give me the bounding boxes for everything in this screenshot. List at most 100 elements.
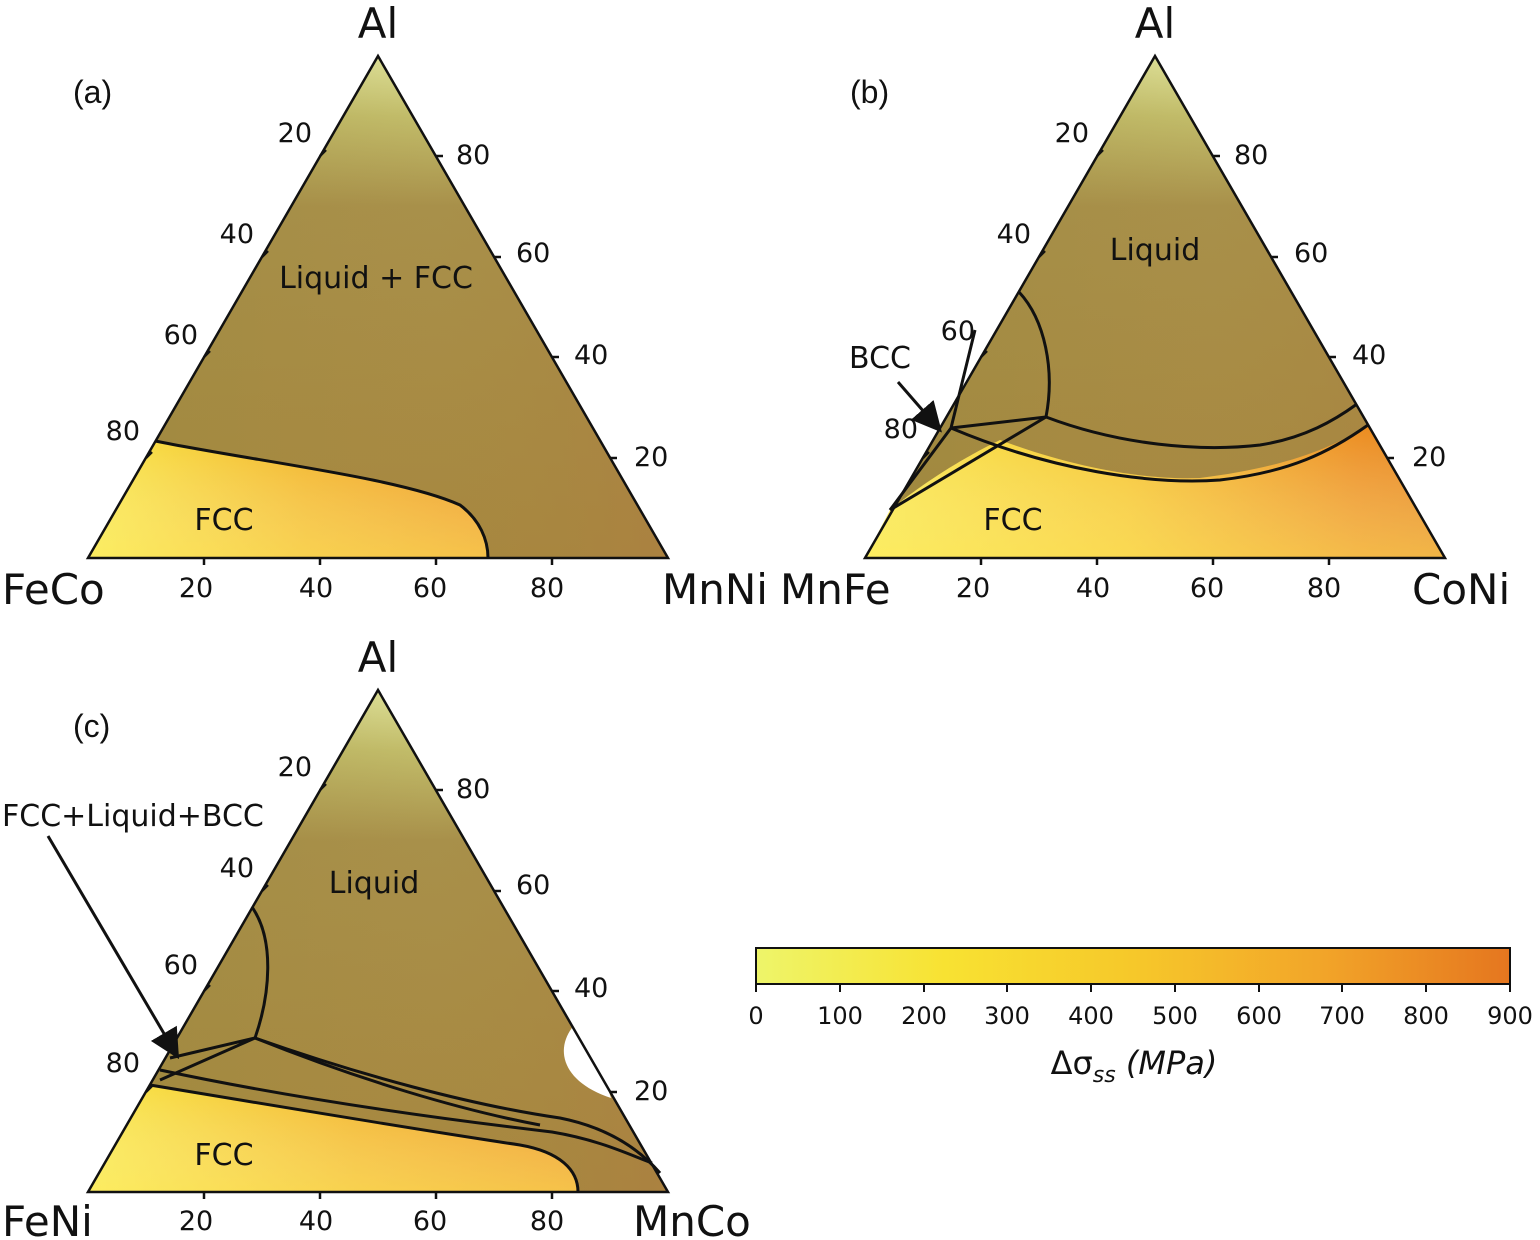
panel-c-label: (c) <box>73 708 110 744</box>
colorbar-tick: 900 <box>1487 1002 1533 1030</box>
colorbar-label: Δσss (MPa) <box>1051 1044 1218 1088</box>
panel-c-bottom-tick: 80 <box>530 1206 564 1237</box>
colorbar-label-main: Δσ <box>1051 1044 1093 1082</box>
panel-b-left-tick: 20 <box>1055 118 1089 149</box>
panel-b-fcc-glow <box>865 425 1445 558</box>
panel-c: (c) Al FeNi MnCo 20 40 60 80 80 60 40 20… <box>2 633 751 1240</box>
panel-b-boundary-bcc-right <box>889 415 1047 512</box>
panel-c-left-tick: 20 <box>278 752 312 783</box>
panel-b-vertex-top: Al <box>1135 0 1175 48</box>
panel-b-region-liquid: Liquid <box>1110 233 1200 268</box>
panel-a-triangle-edge <box>85 53 671 560</box>
panel-c-region-fcc: FCC <box>194 1138 253 1173</box>
panel-b-right-tick: 60 <box>1294 238 1328 269</box>
panel-b-boundary-bcc-left <box>888 329 977 511</box>
panel-b-bottom-tick: 40 <box>1076 573 1110 604</box>
panel-a-vertex-top: Al <box>358 0 398 48</box>
panel-c-region-liquid: Liquid <box>329 866 419 901</box>
panel-b-label: (b) <box>850 74 889 110</box>
panel-b: (b) Al MnFe CoNi 20 40 60 80 80 60 40 20… <box>780 0 1510 614</box>
colorbar-tick: 500 <box>1152 1002 1198 1030</box>
panel-c-mixed-arrow <box>46 835 180 1060</box>
panel-c-bottom-tick: 20 <box>179 1206 213 1237</box>
panel-a-boundary <box>154 439 490 559</box>
panel-c-right-tick: 40 <box>574 973 608 1004</box>
panel-c-boundary-fcc <box>149 1083 580 1193</box>
panel-b-left-tick: 40 <box>997 219 1031 250</box>
panel-c-vertex-top: Al <box>358 633 398 682</box>
colorbar-tick: 0 <box>748 1002 763 1030</box>
panel-a-right-tick: 60 <box>516 238 550 269</box>
panel-c-region-mixed: FCC+Liquid+BCC <box>2 799 264 834</box>
panel-b-boundary-tie <box>950 415 1047 430</box>
panel-c-right-tick: 60 <box>516 870 550 901</box>
colorbar-tick: 300 <box>984 1002 1030 1030</box>
colorbar-tick: 800 <box>1403 1002 1449 1030</box>
panel-c-left-tick: 60 <box>164 950 198 981</box>
panel-b-left-tick: 80 <box>884 414 918 445</box>
panel-b-boundary-inner <box>1045 402 1358 449</box>
panel-a-left-tick: 60 <box>164 320 198 351</box>
panel-a-region-fcc: FCC <box>194 503 253 538</box>
panel-b-right-tick: 40 <box>1352 340 1386 371</box>
panel-c-boundary-mid <box>254 1036 541 1127</box>
panel-b-triangle-edge <box>862 53 1448 560</box>
panel-c-triangle-edge <box>85 687 671 1194</box>
panel-a-vertex-left: FeCo <box>2 565 105 614</box>
panel-b-right-tick: 20 <box>1412 442 1446 473</box>
panel-c-boundary-arc <box>250 906 270 1039</box>
panel-b-triangle-tint <box>865 56 1445 558</box>
panel-c-boundary-upper <box>254 1036 662 1174</box>
colorbar-gradient <box>755 947 1511 985</box>
panel-c-bottom-tick: 40 <box>299 1206 333 1237</box>
panel-a-right-tick: 20 <box>634 442 668 473</box>
panel-c-boundary-tie <box>159 1036 256 1082</box>
panel-c-vertex-left: FeNi <box>2 1197 93 1240</box>
panel-a-bottom-tick: 60 <box>413 573 447 604</box>
panel-c-boundary-long <box>159 1068 653 1165</box>
panel-a-region-liquid-fcc: Liquid + FCC <box>279 261 473 296</box>
panel-b-vertex-right: CoNi <box>1412 565 1510 614</box>
panel-a-bottom-tick: 40 <box>299 573 333 604</box>
colorbar-tick: 700 <box>1319 1002 1365 1030</box>
panel-b-boundary-arc <box>1017 290 1051 418</box>
colorbar-tick: 600 <box>1236 1002 1282 1030</box>
panel-b-bottom-tick: 80 <box>1307 573 1341 604</box>
panel-a-right-tick: 40 <box>574 340 608 371</box>
panel-b-boundary-outer <box>950 423 1369 483</box>
panel-b-left-tick: 60 <box>941 316 975 347</box>
panel-a: (a) Al FeCo MnNi 20 40 60 80 80 60 40 20… <box>2 0 768 614</box>
panel-a-bottom-tick: 20 <box>179 573 213 604</box>
panel-b-bottom-tick: 60 <box>1190 573 1224 604</box>
panel-a-fcc-glow <box>88 441 488 558</box>
panel-a-left-tick: 80 <box>106 416 140 447</box>
panel-a-right-tick: 80 <box>456 140 490 171</box>
panel-a-label: (a) <box>73 74 112 110</box>
colorbar-label-sub: ss <box>1093 1063 1116 1088</box>
panel-a-triangle-tint <box>88 56 668 558</box>
panel-b-tick-marks <box>922 149 1394 565</box>
panel-c-tick-marks <box>145 783 617 1199</box>
panel-b-region-bcc: BCC <box>849 341 911 376</box>
colorbar-tick: 100 <box>817 1002 863 1030</box>
panel-c-vertex-right: MnCo <box>633 1197 751 1240</box>
panel-c-bottom-tick: 60 <box>413 1206 447 1237</box>
colorbar-tick: 200 <box>901 1002 947 1030</box>
panel-c-right-tick: 80 <box>456 774 490 805</box>
colorbar-tick-marks <box>755 984 1511 992</box>
panel-c-left-tick: 40 <box>220 853 254 884</box>
panel-b-right-tick: 80 <box>1234 140 1268 171</box>
colorbar: 0 100 200 300 400 500 600 700 800 900 Δσ… <box>748 947 1533 1088</box>
panel-a-left-tick: 40 <box>220 219 254 250</box>
panel-c-left-tick: 80 <box>106 1048 140 1079</box>
panel-b-bottom-tick: 20 <box>956 573 990 604</box>
panel-a-tick-marks <box>145 149 617 565</box>
colorbar-label-unit: (MPa) <box>1116 1044 1218 1082</box>
panel-b-bcc-arrow <box>896 381 942 433</box>
panel-c-right-tick: 20 <box>634 1076 668 1107</box>
colorbar-tick: 400 <box>1068 1002 1114 1030</box>
panel-c-white-gap <box>563 1016 611 1098</box>
panel-a-bottom-tick: 80 <box>530 573 564 604</box>
panel-a-vertex-right: MnNi <box>662 565 768 614</box>
